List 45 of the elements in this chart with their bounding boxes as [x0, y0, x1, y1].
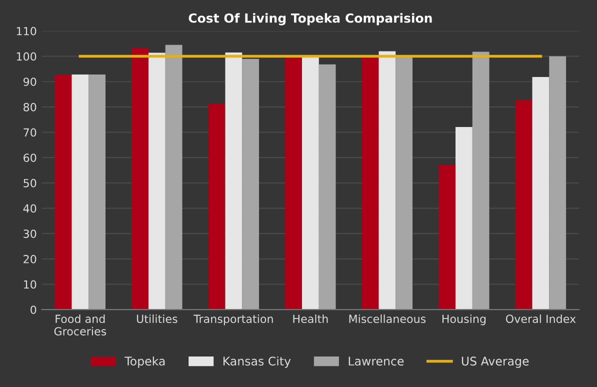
y-tick-label: 30 [24, 230, 36, 238]
x-tick-label: Food and Groceries [54, 314, 106, 336]
y-tick-label: 110 [16, 26, 36, 36]
bar [148, 52, 166, 310]
bar [225, 52, 242, 310]
bar [72, 74, 89, 310]
bar [378, 51, 396, 310]
bar [396, 56, 413, 310]
x-tick-label: Overal Index [506, 314, 576, 324]
y-tick-label: 20 [24, 254, 36, 264]
bar [302, 58, 319, 310]
y-tick-label: 100 [16, 52, 36, 61]
y-tick-label: 50 [24, 178, 36, 188]
bar [532, 77, 550, 310]
bar [285, 56, 302, 310]
legend-label: US Average [462, 356, 529, 368]
x-tick-label: Utilities [136, 314, 178, 324]
y-tick-label: 0 [30, 306, 36, 314]
y-tick-label: 80 [24, 102, 36, 112]
bar [165, 44, 182, 310]
y-tick-label: 90 [23, 78, 36, 86]
y-tick-label: 60 [24, 154, 36, 162]
bar [132, 48, 148, 310]
y-tick-label: 40 [23, 204, 36, 213]
legend-label: Lawrence [348, 356, 404, 366]
x-tick-label: Miscellaneous [349, 314, 426, 324]
bar [208, 104, 226, 310]
bar [242, 58, 260, 310]
bar [549, 56, 566, 310]
x-tick-label: Housing [442, 314, 486, 326]
bar [472, 52, 490, 310]
x-tick-label: Health [293, 314, 328, 324]
bar [438, 164, 456, 310]
bar [88, 74, 106, 310]
bar [515, 100, 532, 310]
y-tick-label: 10 [24, 280, 36, 289]
chart-title: Cost Of Living Topeka Comparision [188, 13, 432, 26]
y-tick-label: 70 [24, 128, 36, 137]
bar [318, 64, 336, 310]
bar [362, 58, 379, 310]
legend-label: Kansas City [224, 356, 291, 368]
bar [456, 126, 472, 310]
legend-label: Topeka [124, 356, 165, 368]
x-tick-label: Transportation [194, 314, 273, 326]
bar [54, 74, 72, 310]
